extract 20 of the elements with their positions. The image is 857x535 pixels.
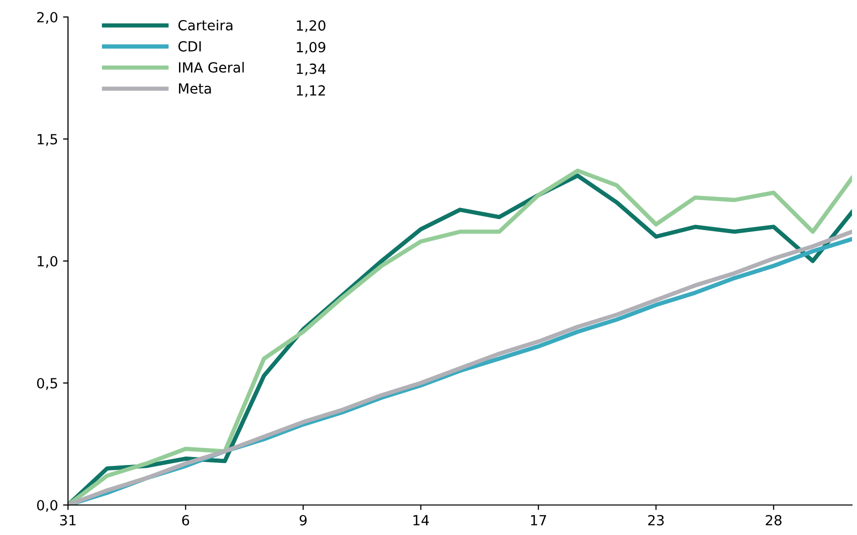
x-tick-label: 31 <box>60 514 76 526</box>
y-tick-label: 2,0 <box>37 12 58 24</box>
annotation: 1,20 <box>296 20 326 32</box>
x-tick-label: 9 <box>300 514 307 526</box>
y-tick-label: 0,5 <box>37 378 58 390</box>
x-tick-label: 23 <box>648 514 664 526</box>
x-tick-label: 14 <box>413 515 429 526</box>
legend-label: CDI <box>178 41 201 52</box>
y-tick-label: 0,0 <box>37 500 58 512</box>
legend-label: IMA Geral <box>178 62 244 73</box>
y-tick-label: 1,0 <box>38 256 58 268</box>
x-tick-label: 17 <box>531 515 546 526</box>
legend-label: Meta <box>178 83 211 94</box>
annotation: 1,12 <box>296 85 325 98</box>
annotation: 1,09 <box>296 42 326 54</box>
x-tick-label: 6 <box>182 514 190 526</box>
y-tick-label: 1,5 <box>38 134 58 146</box>
x-tick-label: 28 <box>766 514 782 526</box>
legend-label: Carteira <box>178 20 232 30</box>
annotation: 1,34 <box>296 64 326 76</box>
